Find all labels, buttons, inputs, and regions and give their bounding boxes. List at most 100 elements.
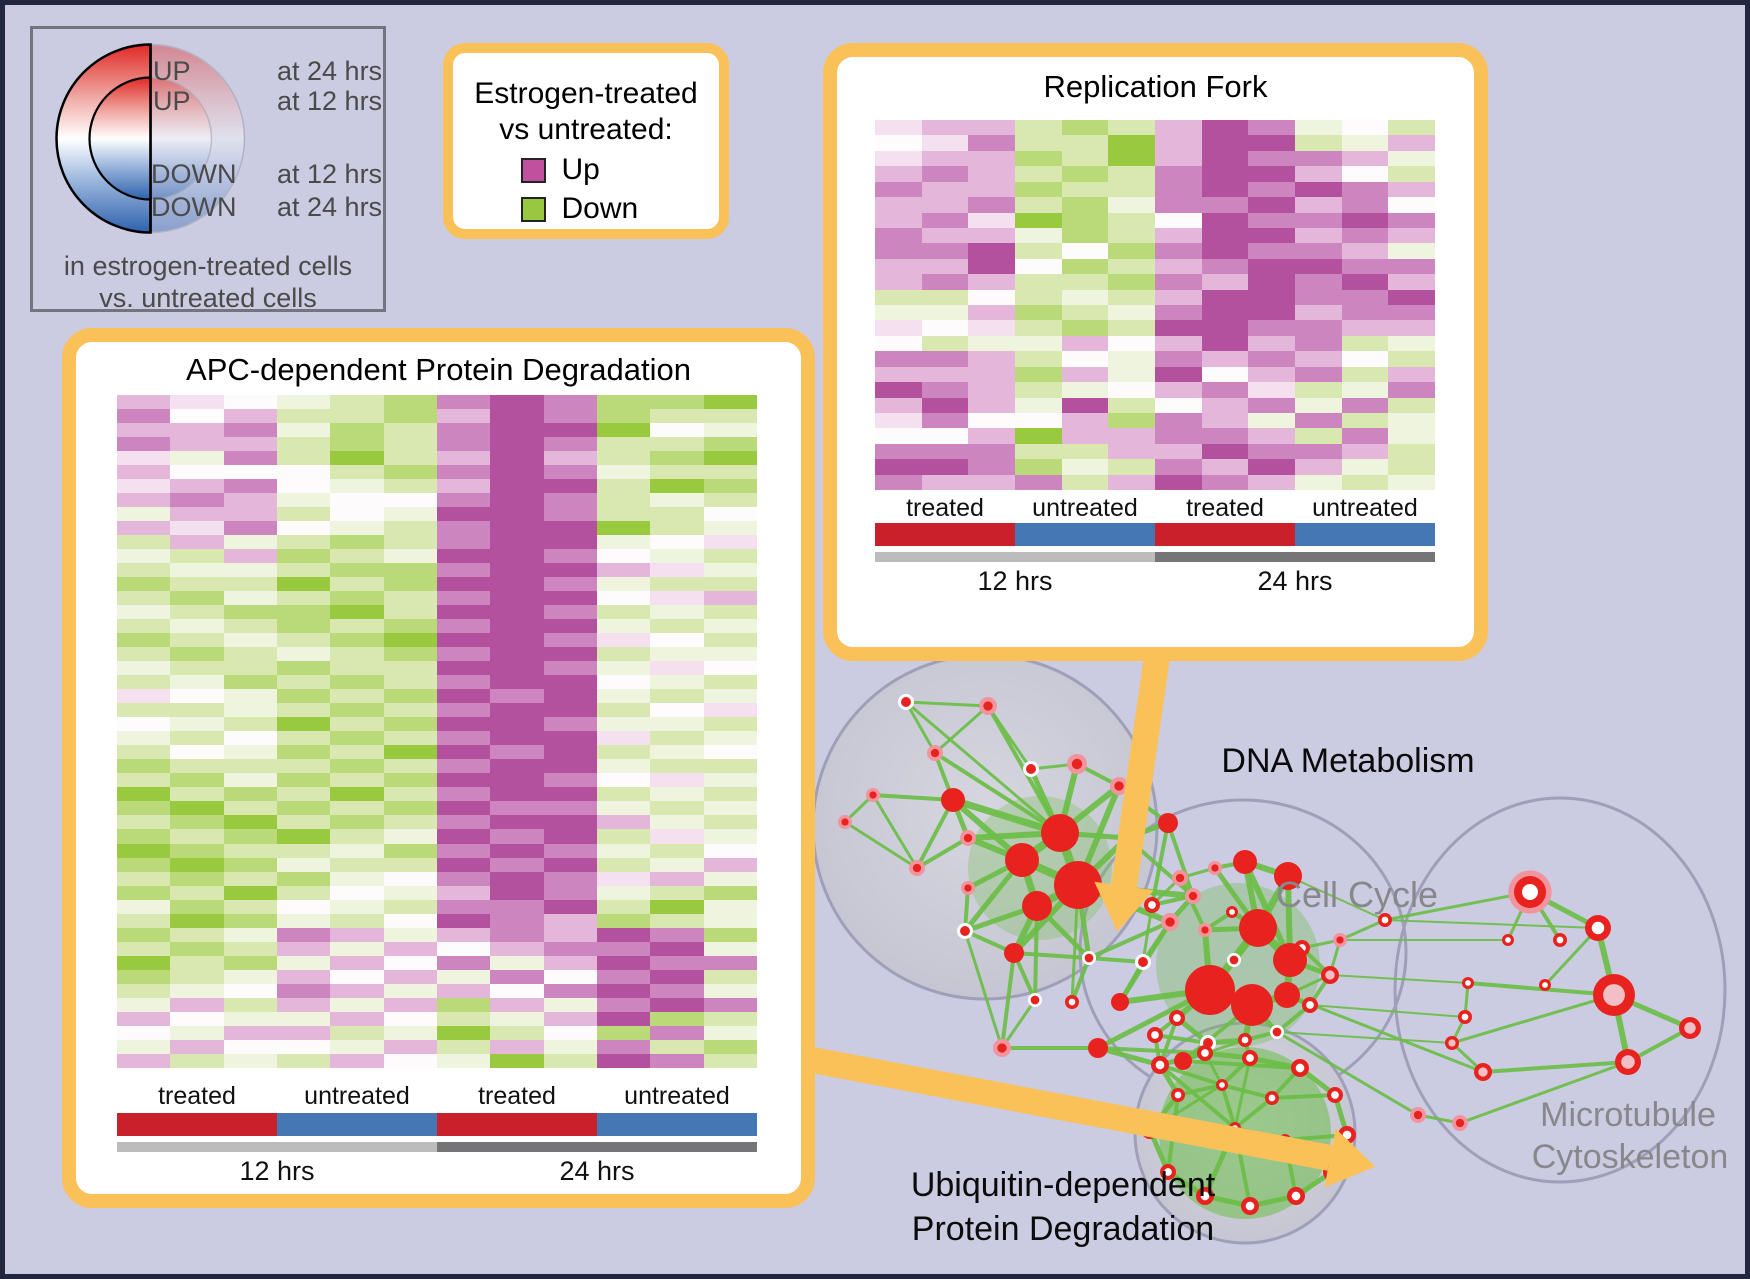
heatmap-row xyxy=(875,289,1436,306)
heatmap-cell xyxy=(703,829,757,844)
network-node xyxy=(1185,965,1235,1015)
node-center xyxy=(1151,1031,1159,1039)
heatmap-cell xyxy=(170,871,224,886)
heatmap-cell xyxy=(490,633,544,648)
heatmap-cell xyxy=(223,717,277,732)
ring-row-up12-time: at 12 hrs xyxy=(277,86,383,116)
heatmap-row xyxy=(875,474,1436,491)
heatmap-cell xyxy=(968,243,1016,259)
heatmap-cell xyxy=(1248,320,1296,336)
heatmap-cell xyxy=(490,927,544,942)
heatmap-row xyxy=(875,166,1436,182)
heatmap-cell xyxy=(650,703,704,718)
heatmap-cell xyxy=(875,320,922,336)
heatmap-cell xyxy=(170,563,224,578)
heatmap-row xyxy=(875,366,1436,383)
heatmap-cell xyxy=(596,479,651,494)
heatmap-cell xyxy=(1295,289,1342,306)
heatmap-cell xyxy=(543,745,597,760)
heatmap-cell xyxy=(650,1025,704,1040)
heatmap-cell xyxy=(703,395,757,410)
heatmap-cell xyxy=(1341,397,1389,414)
heatmap-cell xyxy=(117,493,171,508)
heatmap-cell xyxy=(436,549,491,564)
heatmap-cell xyxy=(968,274,1016,290)
heatmap-row xyxy=(117,983,757,998)
heatmap-cell xyxy=(1061,397,1109,414)
heatmap-cell xyxy=(1201,150,1249,167)
heatmap-cell xyxy=(1155,289,1202,306)
heatmap-cell xyxy=(1388,166,1436,182)
network-edge xyxy=(1285,993,1485,1074)
heatmap-cell xyxy=(1108,305,1156,321)
heatmap-row xyxy=(117,745,757,760)
heatmap-cell xyxy=(1388,474,1436,491)
heatmap-cell xyxy=(1201,274,1249,290)
heatmap-cell xyxy=(170,535,224,550)
network-edge xyxy=(915,798,955,870)
heatmap-cell xyxy=(383,829,437,844)
network-node xyxy=(1054,861,1102,909)
heatmap-cell xyxy=(703,465,757,480)
heatmap-cell xyxy=(543,493,597,508)
heatmap-cell xyxy=(596,1025,651,1040)
ring-row-up24-time: at 24 hrs xyxy=(277,56,383,86)
heatmap-cell xyxy=(650,647,704,662)
heatmap-cell xyxy=(117,885,171,900)
heatmap-cell xyxy=(490,941,544,956)
heatmap-cell xyxy=(436,661,491,676)
heatmap-cell xyxy=(383,409,437,424)
heatmap-cell xyxy=(650,815,704,830)
node-center xyxy=(1201,926,1209,934)
node-center xyxy=(1201,1049,1209,1057)
node-center xyxy=(963,833,973,843)
heatmap-row xyxy=(117,1025,757,1040)
heatmap-cell xyxy=(596,409,651,424)
heatmap-cell xyxy=(596,451,651,466)
node-center xyxy=(1229,909,1235,915)
heatmap-cell xyxy=(968,150,1016,167)
heatmap-cell xyxy=(1061,135,1109,151)
ring-legend-caption-line2: vs. untreated cells xyxy=(99,283,317,313)
heatmap-cell xyxy=(968,459,1016,475)
heatmap-cell xyxy=(703,675,757,690)
node-center xyxy=(1621,1055,1635,1069)
heatmap-cell xyxy=(436,899,491,914)
heatmap-row xyxy=(117,437,757,452)
heatmap-cell xyxy=(1061,413,1109,429)
node-center xyxy=(1219,1082,1225,1088)
heatmap-cell xyxy=(436,563,491,578)
heatmap-cell xyxy=(490,717,544,732)
heatmap-cell xyxy=(543,409,597,424)
heatmap-cell xyxy=(1388,382,1436,398)
heatmap-cell xyxy=(1388,274,1436,290)
heatmap-cell xyxy=(650,591,704,606)
heatmap-cell xyxy=(276,535,331,550)
heatmap-cell xyxy=(1061,335,1109,352)
up-color-swatch xyxy=(520,157,546,183)
heatmap-cell xyxy=(921,120,969,136)
heatmap-cell xyxy=(223,689,277,704)
heatmap-cell xyxy=(1388,428,1436,444)
heatmap-cell xyxy=(170,395,224,410)
heatmap-cell xyxy=(276,1025,331,1040)
heatmap-cell xyxy=(1108,474,1156,491)
heatmap-row xyxy=(117,451,757,466)
heatmap-row xyxy=(117,493,757,508)
heatmap-cell xyxy=(543,451,597,466)
heatmap-row xyxy=(117,479,757,494)
heatmap-cell xyxy=(1015,443,1062,460)
heatmap-cell xyxy=(383,423,437,438)
heatmap-cell xyxy=(383,507,437,522)
heatmap-cell xyxy=(543,1053,597,1068)
heatmap-cell xyxy=(650,675,704,690)
heatmap-cell xyxy=(223,577,277,592)
network-edge xyxy=(1000,951,1016,1050)
heatmap-cell xyxy=(170,969,224,984)
heatmap-row xyxy=(117,395,757,410)
heatmap-cell xyxy=(383,843,437,858)
heatmap-row xyxy=(117,465,757,480)
inner-ring-left-half xyxy=(88,76,152,201)
heatmap-cell xyxy=(276,451,331,466)
network-edge xyxy=(843,820,919,870)
